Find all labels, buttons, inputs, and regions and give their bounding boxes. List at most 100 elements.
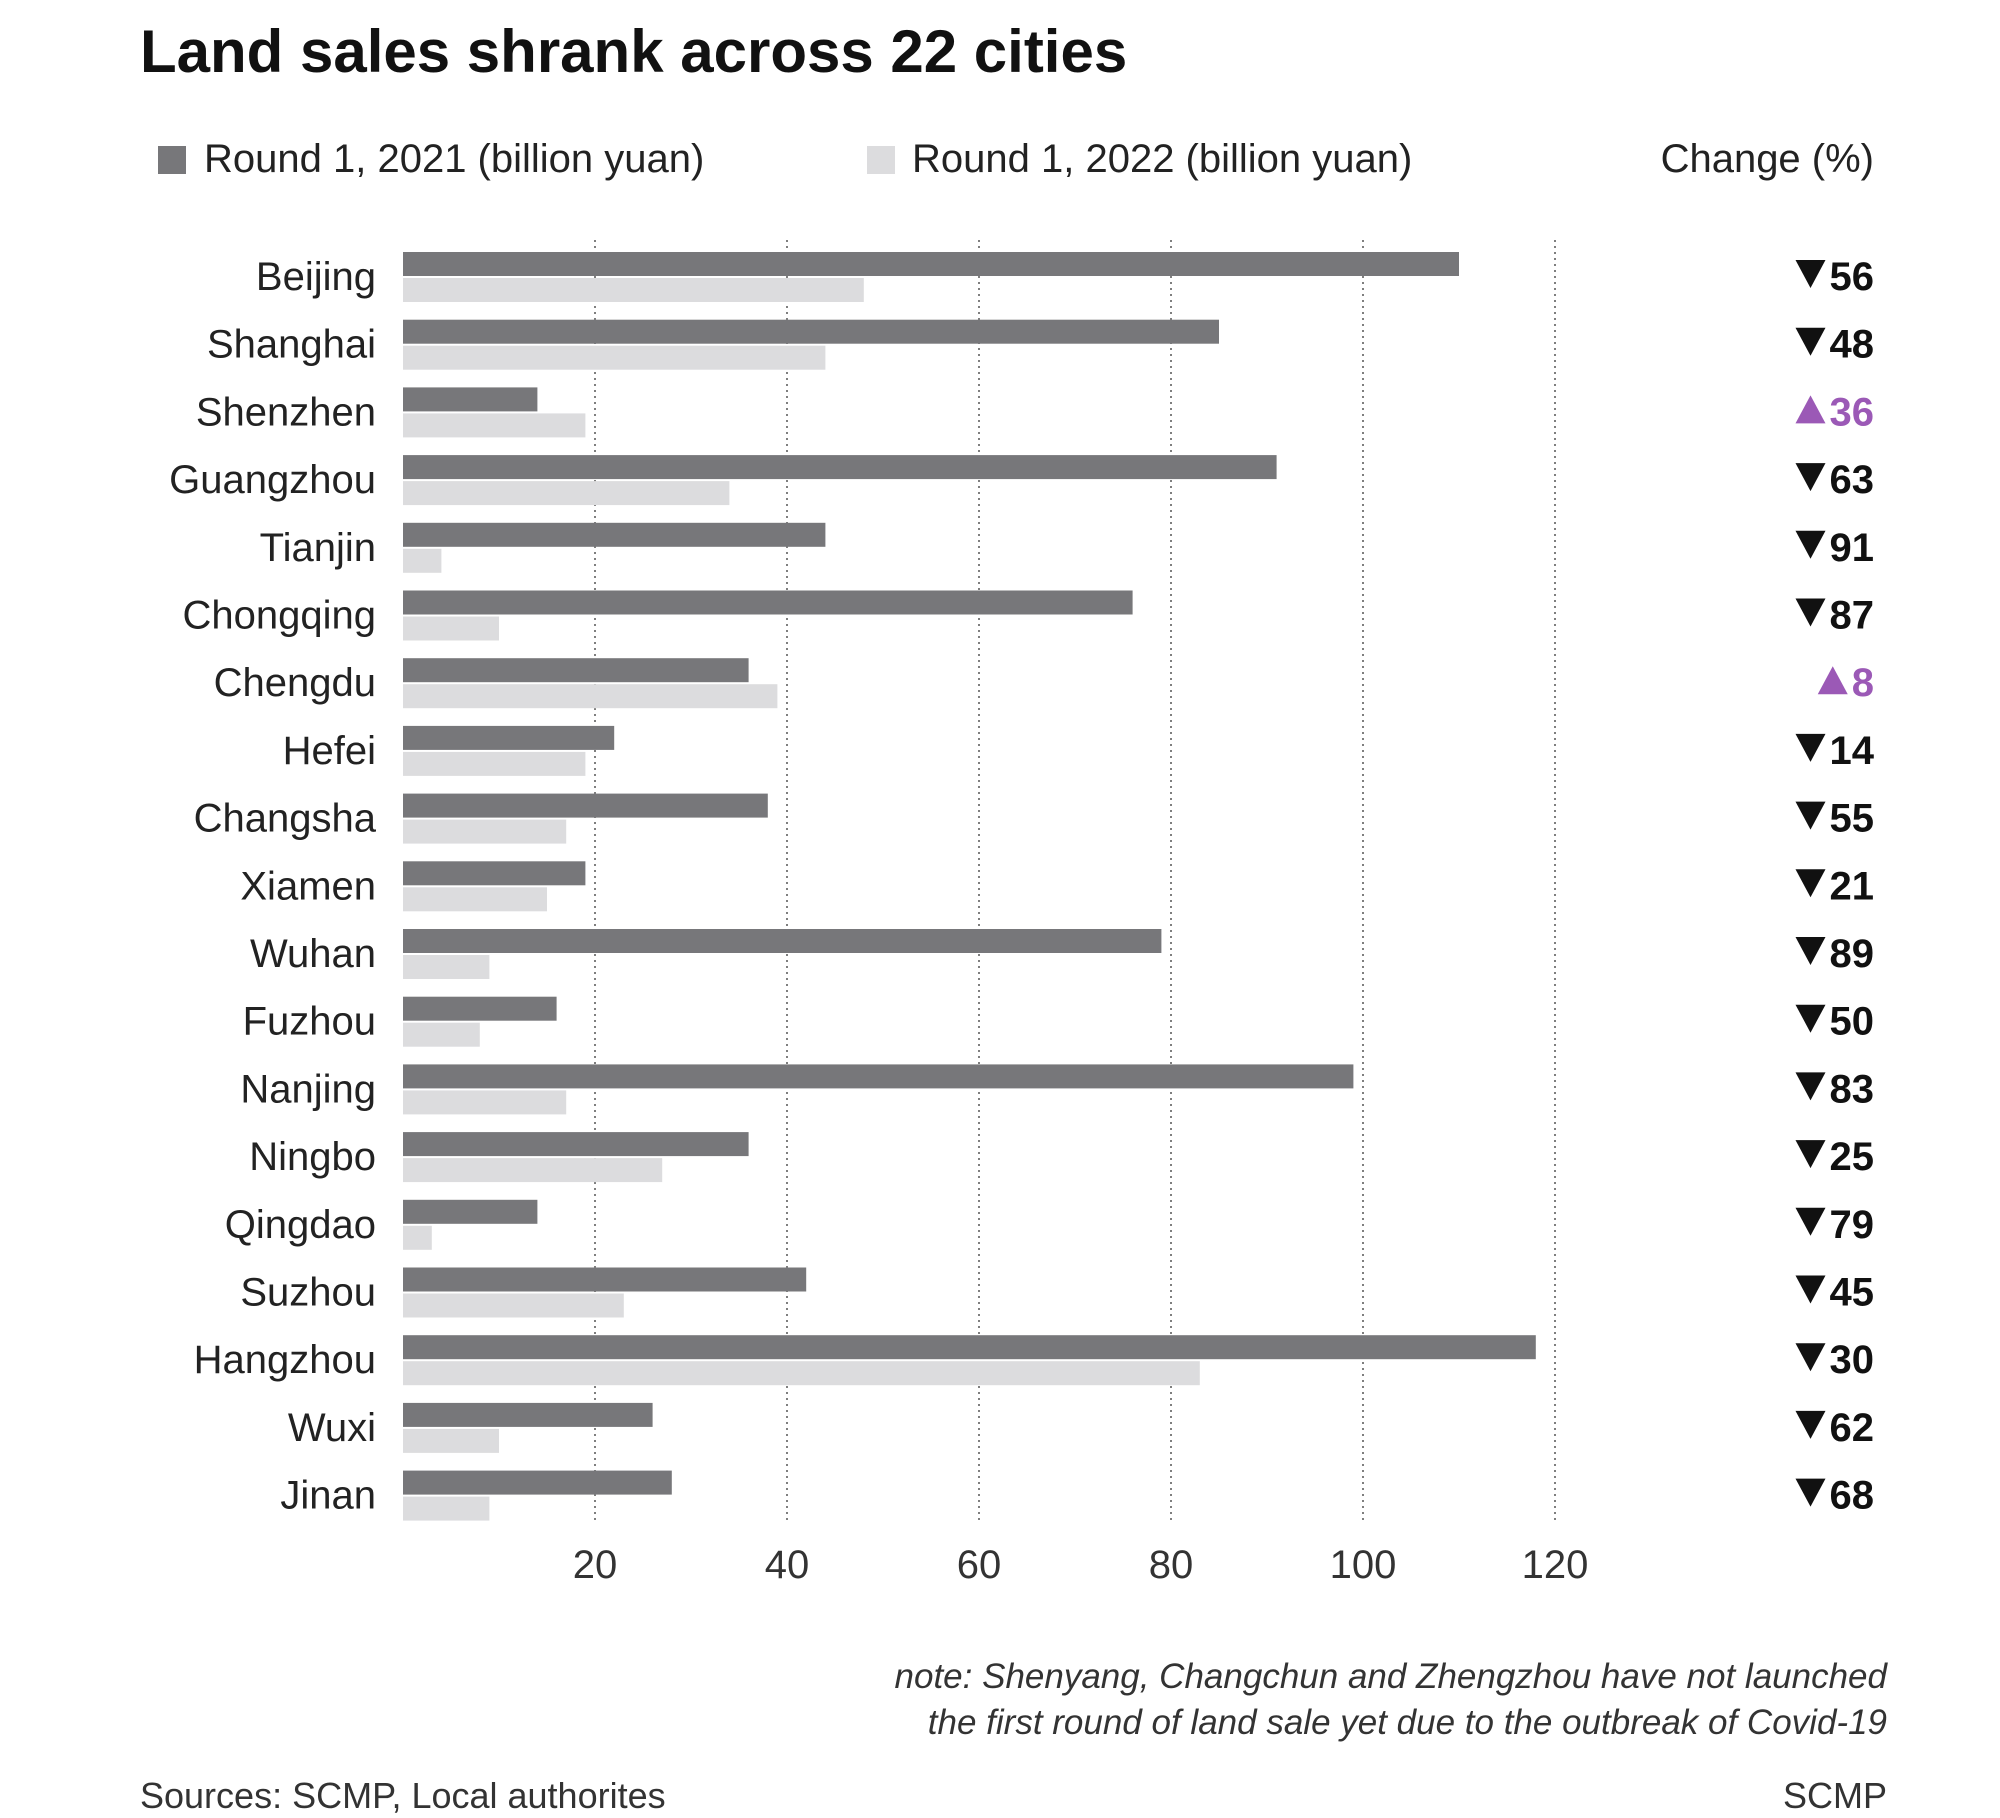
category-label-hefei: Hefei: [283, 729, 376, 773]
source-text: Sources: SCMP, Local authorites: [140, 1775, 666, 1816]
change-value-xiamen: 21: [1830, 864, 1875, 908]
bar-wuhan-2021: [403, 929, 1162, 953]
bar-wuxi-2021: [403, 1402, 653, 1427]
change-value-shanghai: 48: [1830, 323, 1875, 367]
gridlines: [594, 240, 1556, 1520]
bar-beijing-2021: [403, 252, 1459, 276]
legend-swatch-2021: [158, 146, 186, 174]
category-label-jinan: Jinan: [280, 1474, 376, 1518]
down-triangle-icon: [1795, 1275, 1826, 1304]
category-label-wuhan: Wuhan: [250, 932, 376, 976]
bar-nanjing-2021: [403, 1064, 1354, 1089]
bar-hefei-2021: [403, 725, 615, 750]
bar-shenzhen-2022: [403, 413, 586, 438]
bar-shanghai-2021: [403, 319, 1219, 344]
change-value-hefei: 14: [1830, 729, 1875, 773]
bar-jinan-2022: [403, 1496, 490, 1521]
x-tick-label-120: 120: [1522, 1543, 1589, 1587]
legend-label-2022: Round 1, 2022 (billion yuan): [912, 137, 1412, 181]
bar-shanghai-2022: [403, 345, 826, 370]
bar-suzhou-2022: [403, 1293, 624, 1318]
change-labels: 56 48 36 63 91 87 8 14 55 21 89 50 83 25 79 45 30 62 68: [1795, 255, 1875, 1518]
bar-qingdao-2021: [403, 1199, 538, 1224]
bar-fuzhou-2021: [403, 996, 557, 1021]
category-label-chengdu: Chengdu: [214, 661, 376, 705]
bar-chengdu-2021: [403, 658, 749, 683]
category-label-qingdao: Qingdao: [225, 1203, 376, 1247]
bar-xiamen-2021: [403, 861, 586, 886]
category-label-fuzhou: Fuzhou: [243, 1000, 376, 1044]
bar-wuhan-2022: [403, 955, 490, 979]
category-label-guangzhou: Guangzhou: [169, 458, 376, 502]
x-tick-label-20: 20: [573, 1543, 618, 1587]
x-tick-label-80: 80: [1149, 1543, 1194, 1587]
up-triangle-icon: [1795, 395, 1826, 424]
change-value-guangzhou: 63: [1830, 458, 1875, 502]
bar-changsha-2022: [403, 819, 567, 844]
x-tick-label-100: 100: [1330, 1543, 1397, 1587]
chart-title: Land sales shrank across 22 cities: [140, 18, 1127, 85]
bar-shenzhen-2021: [403, 387, 538, 412]
down-triangle-icon: [1795, 463, 1826, 492]
down-triangle-icon: [1795, 1140, 1826, 1169]
change-value-chongqing: 87: [1830, 594, 1875, 638]
category-label-hangzhou: Hangzhou: [194, 1338, 376, 1382]
change-value-wuhan: 89: [1830, 932, 1875, 976]
bar-chongqing-2021: [403, 590, 1133, 615]
x-tick-label-60: 60: [957, 1543, 1002, 1587]
down-triangle-icon: [1795, 1478, 1826, 1507]
category-labels: Beijing Shanghai Shenzhen Guangzhou Tianjin C…: [169, 255, 377, 1518]
category-label-suzhou: Suzhou: [240, 1271, 376, 1315]
down-triangle-icon: [1795, 937, 1826, 965]
bar-beijing-2022: [403, 278, 864, 302]
bars: [403, 252, 1536, 1521]
note-line-2: the first round of land sale yet due to …: [928, 1703, 1887, 1742]
note-line-1: note: Shenyang, Changchun and Zhengzhou …: [895, 1657, 1889, 1696]
change-value-chengdu: 8: [1852, 661, 1874, 705]
category-label-tianjin: Tianjin: [260, 526, 376, 570]
down-triangle-icon: [1795, 327, 1826, 356]
bar-hangzhou-2022: [403, 1361, 1200, 1386]
up-triangle-icon: [1817, 666, 1848, 695]
down-triangle-icon: [1795, 530, 1826, 559]
bar-suzhou-2021: [403, 1267, 807, 1292]
category-label-xiamen: Xiamen: [240, 864, 376, 908]
bar-xiamen-2022: [403, 887, 547, 912]
down-triangle-icon: [1795, 801, 1826, 830]
down-triangle-icon: [1795, 1343, 1826, 1372]
change-value-changsha: 55: [1830, 797, 1875, 841]
bar-fuzhou-2022: [403, 1022, 480, 1047]
change-value-nanjing: 83: [1830, 1067, 1875, 1111]
bar-ningbo-2022: [403, 1158, 663, 1183]
bar-hefei-2022: [403, 751, 586, 776]
category-label-chongqing: Chongqing: [183, 594, 377, 638]
credit-text: SCMP: [1783, 1775, 1887, 1816]
bar-tianjin-2021: [403, 522, 826, 547]
change-value-beijing: 56: [1830, 255, 1875, 299]
change-value-fuzhou: 50: [1830, 1000, 1875, 1044]
category-label-nanjing: Nanjing: [240, 1067, 376, 1111]
x-tick-label-40: 40: [765, 1543, 810, 1587]
category-label-shanghai: Shanghai: [207, 323, 376, 367]
bar-wuxi-2022: [403, 1428, 499, 1453]
bar-guangzhou-2021: [403, 455, 1277, 480]
category-label-shenzhen: Shenzhen: [196, 390, 376, 434]
down-triangle-icon: [1795, 1410, 1826, 1439]
category-label-wuxi: Wuxi: [288, 1406, 376, 1450]
bar-tianjin-2022: [403, 548, 442, 573]
category-label-ningbo: Ningbo: [249, 1135, 376, 1179]
bar-guangzhou-2022: [403, 481, 730, 506]
bar-chongqing-2022: [403, 616, 499, 641]
legend-swatch-2022: [867, 146, 895, 174]
down-triangle-icon: [1795, 260, 1826, 288]
change-value-ningbo: 25: [1830, 1135, 1875, 1179]
legend: Round 1, 2021 (billion yuan) Round 1, 20…: [158, 137, 1412, 181]
down-triangle-icon: [1795, 1004, 1826, 1033]
bar-ningbo-2021: [403, 1132, 749, 1157]
down-triangle-icon: [1795, 598, 1826, 627]
bar-nanjing-2022: [403, 1090, 567, 1115]
bar-chengdu-2022: [403, 684, 778, 709]
change-value-jinan: 68: [1830, 1474, 1875, 1518]
down-triangle-icon: [1795, 1072, 1826, 1101]
